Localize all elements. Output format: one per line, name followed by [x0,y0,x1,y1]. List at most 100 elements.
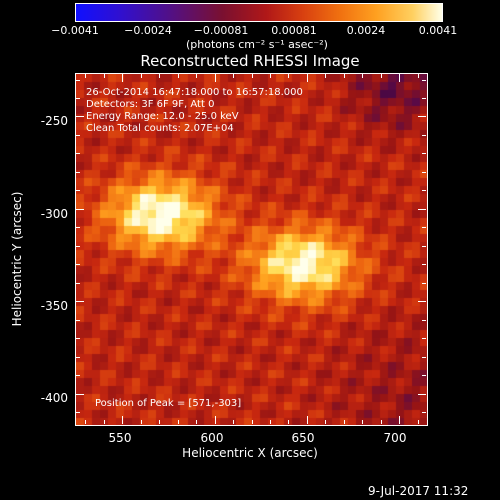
x-tick-mark [140,74,142,78]
x-tick-mark [306,74,308,82]
y-tick-label: -300 [40,207,68,221]
annotation-time: 26-Oct-2014 16:47:18.000 to 16:57:18.000 [86,87,303,98]
y-axis-label: Heliocentric Y (arcsec) [10,191,24,327]
x-tick-mark [251,420,253,424]
x-tick-mark [380,420,382,424]
x-tick-mark [362,420,364,424]
y-tick-mark [76,134,80,136]
annotation-energy: Energy Range: 12.0 - 25.0 keV [86,111,239,122]
colorbar-tick: −0.0024 [124,24,172,37]
y-tick-mark [76,190,80,192]
y-tick-mark [422,356,426,358]
y-tick-mark [422,79,426,81]
x-tick-mark [140,420,142,424]
x-tick-mark [196,420,198,424]
x-tick-mark [399,416,401,424]
x-tick-mark [122,416,124,424]
annotation-clean: Clean Total counts: 2.07E+04 [86,123,234,134]
x-tick-mark [196,74,198,78]
y-tick-mark [76,227,80,229]
y-tick-mark [76,208,84,210]
y-tick-mark [76,153,80,155]
y-tick-label: -350 [40,299,68,313]
y-tick-mark [76,412,80,414]
x-tick-mark [214,416,216,424]
y-tick-mark [422,375,426,377]
x-tick-label: 700 [383,431,407,445]
x-tick-label: 600 [200,431,224,445]
x-tick-mark [251,74,253,78]
x-tick-mark [362,74,364,78]
x-tick-mark [306,416,308,424]
y-tick-mark [76,98,80,100]
y-tick-mark [76,301,84,303]
y-tick-mark [76,356,80,358]
colorbar [75,3,443,22]
y-tick-mark [422,227,426,229]
image-plot: 26-Oct-2014 16:47:18.000 to 16:57:18.000… [75,73,428,426]
y-tick-mark [76,171,80,173]
x-tick-mark [233,74,235,78]
y-tick-mark [418,116,426,118]
y-tick-mark [76,79,80,81]
x-tick-label: 650 [291,431,315,445]
y-tick-mark [76,375,80,377]
x-tick-mark [417,420,419,424]
x-tick-mark [399,74,401,82]
x-tick-mark [417,74,419,78]
x-tick-mark [177,420,179,424]
footer-date: 9-Jul-2017 11:32 [368,484,469,498]
x-tick-mark [159,420,161,424]
x-tick-mark [288,74,290,78]
x-tick-mark [269,420,271,424]
y-tick-mark [418,301,426,303]
x-tick-mark [177,74,179,78]
x-tick-mark [103,420,105,424]
y-tick-mark [422,264,426,266]
x-tick-mark [233,420,235,424]
x-tick-label: 550 [108,431,132,445]
x-tick-mark [380,74,382,78]
y-tick-mark [422,412,426,414]
y-tick-mark [422,245,426,247]
colorbar-tick: 0.0024 [346,24,386,37]
x-tick-mark [325,420,327,424]
y-tick-mark [76,264,80,266]
colorbar-tick: −0.0041 [51,24,99,37]
x-axis-label: Heliocentric X (arcsec) [182,446,318,460]
y-tick-mark [76,282,80,284]
x-tick-mark [85,420,87,424]
rhessi-map-canvas [76,74,427,425]
y-tick-label: -250 [40,114,68,128]
y-tick-mark [422,282,426,284]
x-tick-mark [343,420,345,424]
y-tick-mark [76,393,84,395]
annotation-detectors: Detectors: 3F 6F 9F, Att 0 [86,99,215,110]
y-tick-mark [76,116,84,118]
x-tick-mark [122,74,124,82]
y-tick-mark [422,134,426,136]
x-tick-mark [325,74,327,78]
y-tick-mark [418,208,426,210]
y-tick-mark [76,338,80,340]
colorbar-unit: (photons cm⁻² s⁻¹ asec⁻²) [186,38,328,51]
colorbar-tick: −0.00081 [193,24,249,37]
y-tick-mark [422,338,426,340]
y-tick-mark [76,245,80,247]
y-tick-mark [422,153,426,155]
colorbar-tick: 0.00081 [271,24,317,37]
annotation-peak: Position of Peak = [571,-303] [95,398,242,409]
x-tick-mark [159,74,161,78]
y-tick-mark [76,319,80,321]
x-tick-mark [269,74,271,78]
y-tick-mark [422,190,426,192]
y-tick-mark [422,171,426,173]
y-tick-mark [418,393,426,395]
y-tick-label: -400 [40,391,68,405]
x-tick-mark [103,74,105,78]
x-tick-mark [343,74,345,78]
colorbar-tick: 0.0041 [418,24,458,37]
x-tick-mark [288,420,290,424]
y-tick-mark [422,98,426,100]
x-tick-mark [85,74,87,78]
